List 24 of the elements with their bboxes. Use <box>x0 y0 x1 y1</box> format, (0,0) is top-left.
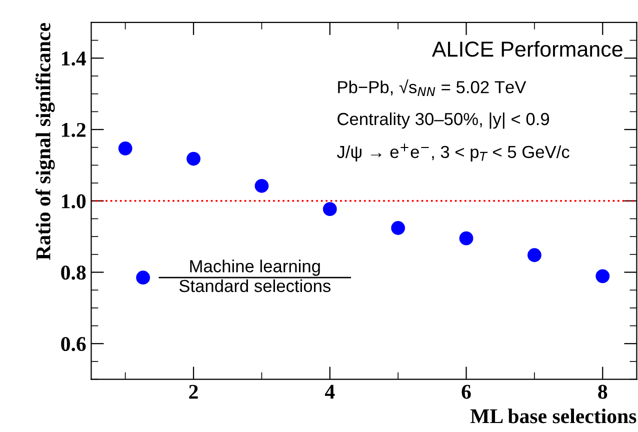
x-tick-label: 8 <box>598 384 608 399</box>
y-tick-label: 1.2 <box>62 122 86 138</box>
x-tick-label: 4 <box>324 384 335 399</box>
point <box>118 141 132 156</box>
x-tick-label: 6 <box>462 384 471 399</box>
x-axis-title: ML base selections <box>470 408 636 424</box>
y-tick-label: 0.6 <box>61 336 86 352</box>
point <box>459 231 474 246</box>
y-tick-label: 1.0 <box>62 194 86 208</box>
y-tick-label: 1.4 <box>62 52 86 66</box>
annotation: ALICE Performance <box>432 41 622 57</box>
y-tick-label: 0.8 <box>61 266 86 280</box>
point <box>528 248 542 262</box>
annotation: Pb−Pb, √s$_{NN}$ = 5.02 TeV <box>338 79 526 96</box>
point <box>322 202 337 216</box>
annotation: J/ψ → e$^{+}$e$^{−}$, 3 < p$_{T}$ < 5 GeV/c <box>336 144 570 162</box>
legend-label: Machine learning Standard selections <box>179 260 330 292</box>
point <box>596 269 610 284</box>
x-tick-label: 2 <box>189 384 198 399</box>
point <box>254 178 269 193</box>
y-axis-title: Ratio of signal significance <box>36 23 55 260</box>
point <box>391 221 406 235</box>
annotation: Centrality 30–50%, |y| < 0.9 <box>338 112 550 129</box>
point <box>186 152 200 166</box>
